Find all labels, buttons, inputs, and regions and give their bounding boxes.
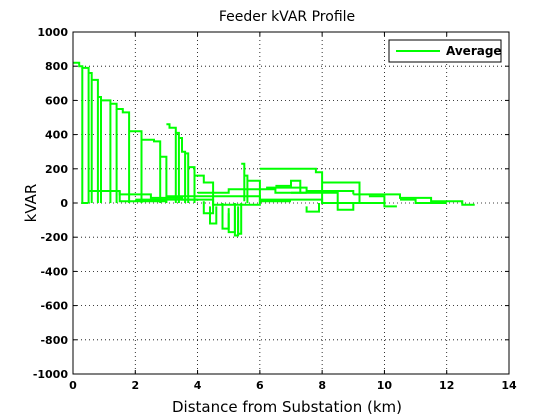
series-line-average	[305, 203, 320, 213]
series-line-average	[275, 179, 302, 193]
series-line-average	[178, 137, 187, 203]
y-tick-label: -1000	[33, 368, 69, 381]
x-axis-label: Distance from Substation (km)	[172, 398, 402, 416]
y-tick-label: -200	[40, 231, 68, 244]
x-tick-label: 8	[318, 379, 326, 392]
series-layer	[73, 61, 475, 237]
series-line-average	[97, 96, 102, 203]
series-line-average	[353, 193, 475, 206]
series-line-average	[118, 191, 167, 203]
series-line-average	[194, 174, 215, 203]
x-tick-label: 12	[439, 379, 454, 392]
series-line-average	[400, 198, 447, 204]
series-line-average	[175, 131, 180, 203]
x-tick-label: 10	[377, 379, 393, 392]
series-line-average	[209, 206, 218, 225]
series-line-average	[91, 78, 99, 203]
y-axis-label: kVAR	[22, 184, 40, 223]
grid-layer	[73, 32, 509, 374]
x-tick-label: 14	[501, 379, 517, 392]
series-line-average	[368, 195, 397, 208]
y-tick-label: 600	[45, 94, 68, 107]
x-tick-label: 4	[194, 379, 202, 392]
series-line-average	[73, 61, 90, 203]
series-line-average	[160, 155, 168, 203]
series-line-average	[166, 195, 385, 204]
series-line-average	[322, 181, 361, 203]
y-tick-label: -800	[40, 334, 68, 347]
series-line-average	[88, 72, 93, 203]
y-tick-label: 1000	[37, 26, 68, 39]
y-tick-label: 400	[45, 129, 68, 142]
series-line-average	[135, 198, 291, 206]
legend-label-average: Average	[446, 44, 502, 58]
series-line-average	[197, 188, 307, 194]
series-line-average	[244, 174, 249, 203]
series-line-average	[166, 123, 177, 203]
series-line-average	[237, 203, 243, 235]
legend-box	[388, 39, 502, 63]
x-tick-label: 2	[131, 379, 139, 392]
chart-title: Feeder kVAR Profile	[219, 9, 355, 25]
series-line-average	[202, 201, 215, 215]
series-line-average	[81, 67, 89, 204]
tick-layer: 0 2 4 6 8 10 12 14 1000 800 600 400 200 0 -200 -400 -600…	[33, 26, 517, 392]
y-tick-label: 0	[60, 197, 68, 210]
series-line-average	[291, 191, 355, 211]
x-tick-label: 0	[69, 379, 77, 392]
y-tick-label: -600	[40, 300, 68, 313]
series-line-average	[266, 186, 355, 195]
x-tick-label: 6	[256, 379, 264, 392]
legend: Average	[388, 39, 502, 63]
series-line-average	[185, 152, 190, 203]
y-tick-label: 200	[45, 163, 68, 176]
y-tick-label: -400	[40, 265, 68, 278]
y-tick-label: 800	[45, 60, 68, 73]
series-line-average	[141, 138, 162, 203]
series-line-average	[129, 130, 143, 203]
series-line-average	[188, 166, 196, 203]
